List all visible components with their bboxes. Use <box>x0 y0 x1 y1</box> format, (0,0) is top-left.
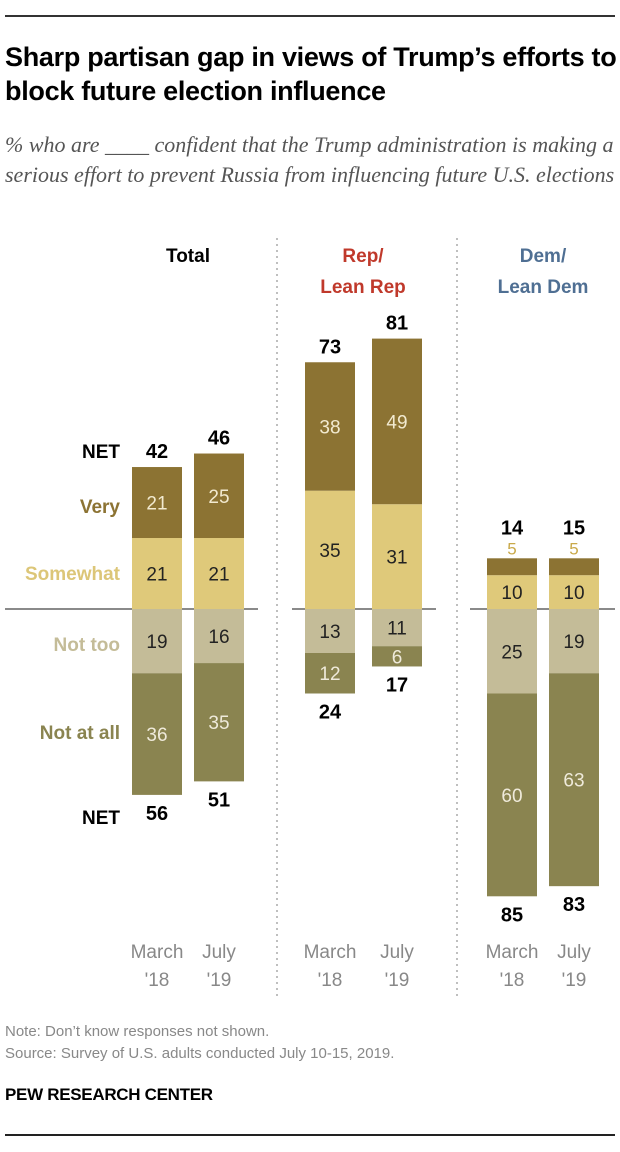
data-label: 21 <box>208 565 229 586</box>
segment-label-not-too: Not too <box>54 635 120 656</box>
data-label: 13 <box>319 622 340 643</box>
bar-segment-not-too <box>549 609 599 674</box>
net-label: NET <box>82 442 120 463</box>
net-negative-label: 24 <box>319 702 342 724</box>
top-rule <box>5 15 615 17</box>
data-label: 21 <box>146 565 167 586</box>
bar-segment-not-at-all <box>372 646 422 667</box>
segment-label-not-at-all: Not at all <box>40 723 120 744</box>
segment-label-somewhat: Somewhat <box>25 564 121 585</box>
bar-segment-not-too <box>132 609 182 674</box>
net-positive-label: 73 <box>319 336 341 358</box>
data-label: 31 <box>386 548 407 569</box>
source: Source: Survey of U.S. adults conducted … <box>5 1045 395 1062</box>
chart-title: Sharp partisan gap in views of Trump’s e… <box>5 42 617 106</box>
x-tick-label: '18 <box>145 970 170 991</box>
net-positive-label: 15 <box>563 517 585 539</box>
bar-segment-not-too <box>487 609 537 694</box>
bar-segment-very <box>194 453 244 539</box>
bar-segment-not-at-all <box>487 693 537 897</box>
bar-segment-somewhat <box>372 504 422 609</box>
bar-segment-somewhat <box>132 538 182 609</box>
bottom-rule <box>5 1134 615 1136</box>
net-negative-label: 56 <box>146 803 168 825</box>
net-negative-label: 85 <box>501 904 523 926</box>
net-negative-label: 17 <box>386 674 408 696</box>
data-label: 6 <box>392 647 403 668</box>
data-label: 38 <box>319 417 340 438</box>
net-label: NET <box>82 808 120 829</box>
net-positive-label: 46 <box>208 428 230 450</box>
x-tick-label: '18 <box>318 970 343 991</box>
net-positive-label: 14 <box>501 517 524 539</box>
brand-logo-text: PEW RESEARCH CENTER <box>5 1085 213 1104</box>
group-title: Lean Dem <box>498 277 589 298</box>
data-label: 63 <box>563 771 584 792</box>
x-tick-label: '19 <box>207 970 232 991</box>
data-label: 35 <box>319 541 340 562</box>
data-label: 21 <box>146 494 167 515</box>
x-tick-label: '19 <box>385 970 410 991</box>
data-label: 35 <box>208 713 229 734</box>
bar-segment-very <box>372 338 422 505</box>
bar-segment-not-at-all <box>194 663 244 782</box>
segment-label-very: Very <box>80 497 121 518</box>
x-tick-label: March <box>131 942 184 963</box>
chart-subtitle: % who are ____ confident that the Trump … <box>5 132 615 187</box>
x-tick-label: July <box>557 942 591 963</box>
group-title: Rep/ <box>342 246 384 267</box>
data-label: 12 <box>319 664 340 685</box>
group-title: Lean Rep <box>320 277 406 298</box>
bar-segment-somewhat <box>194 538 244 609</box>
data-label: 5 <box>569 539 578 558</box>
net-negative-label: 51 <box>208 789 230 811</box>
bar-segment-not-at-all <box>305 652 355 694</box>
net-positive-label: 42 <box>146 441 168 463</box>
bar-segment-somewhat <box>549 575 599 609</box>
x-tick-label: March <box>304 942 357 963</box>
group-title: Dem/ <box>520 246 567 267</box>
data-label: 10 <box>501 583 522 604</box>
bar-segment-not-too <box>305 609 355 653</box>
data-label: 10 <box>563 583 584 604</box>
bar-segment-very <box>132 467 182 539</box>
group-title: Total <box>166 246 210 267</box>
net-positive-label: 81 <box>386 313 408 335</box>
bar-segment-not-at-all <box>549 673 599 887</box>
note: Note: Don’t know responses not shown. <box>5 1023 270 1040</box>
data-label: 60 <box>501 786 522 807</box>
bar-segment-not-too <box>372 609 422 647</box>
data-label: 16 <box>208 627 229 648</box>
x-tick-label: March <box>486 942 539 963</box>
net-negative-label: 83 <box>563 894 585 916</box>
x-tick-label: July <box>380 942 414 963</box>
bar-segment-very <box>305 362 355 491</box>
data-label: 25 <box>501 642 522 663</box>
bar-segment-somewhat <box>305 490 355 609</box>
data-label: 5 <box>507 539 516 558</box>
x-tick-label: July <box>202 942 236 963</box>
data-label: 19 <box>563 632 584 653</box>
bar-segment-very <box>549 558 599 576</box>
x-tick-label: '18 <box>500 970 525 991</box>
data-label: 36 <box>146 725 167 746</box>
data-label: 49 <box>386 412 407 433</box>
bar-segment-not-too <box>194 609 244 664</box>
data-label: 19 <box>146 632 167 653</box>
bar-segment-not-at-all <box>132 673 182 795</box>
bar-segment-very <box>487 558 537 576</box>
data-label: 25 <box>208 487 229 508</box>
bar-segment-somewhat <box>487 575 537 609</box>
x-tick-label: '19 <box>562 970 587 991</box>
data-label: 11 <box>387 619 407 640</box>
